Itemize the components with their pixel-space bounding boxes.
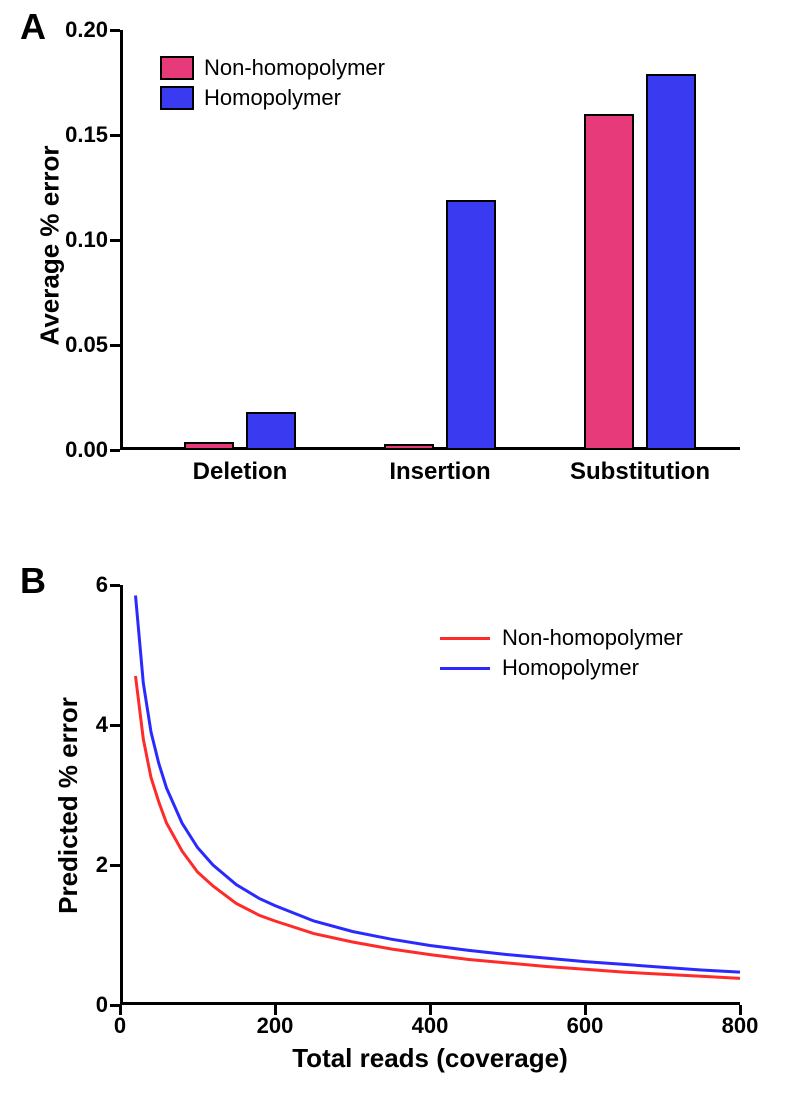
panel-a-label: A xyxy=(20,6,46,48)
legend-line-nonhomo xyxy=(440,637,490,640)
y-tick xyxy=(110,449,120,452)
y-tick xyxy=(110,864,120,867)
chart-b: Non-homopolymer Homopolymer Total reads … xyxy=(120,585,740,1005)
chart-a-legend: Non-homopolymer Homopolymer xyxy=(150,45,395,121)
y-tick xyxy=(110,29,120,32)
x-category-label: Insertion xyxy=(389,458,490,486)
x-category-label: Deletion xyxy=(193,458,288,486)
y-tick-label: 4 xyxy=(96,712,108,738)
y-tick-label: 6 xyxy=(96,572,108,598)
bar xyxy=(384,444,434,450)
y-tick-label: 0 xyxy=(96,992,108,1018)
legend-row: Non-homopolymer xyxy=(160,55,385,81)
y-tick xyxy=(110,344,120,347)
chart-a: DeletionInsertionSubstitution Non-homopo… xyxy=(120,30,740,450)
legend-swatch-homo xyxy=(160,86,194,110)
chart-b-xlabel: Total reads (coverage) xyxy=(120,1043,740,1074)
bar xyxy=(584,114,634,450)
y-tick-label: 0.10 xyxy=(65,227,108,253)
bar xyxy=(184,442,234,450)
y-tick-label: 2 xyxy=(96,852,108,878)
series-line xyxy=(136,676,741,978)
y-tick-label: 0.15 xyxy=(65,122,108,148)
legend-line-homo xyxy=(440,667,490,670)
legend-label: Non-homopolymer xyxy=(502,625,683,651)
x-tick-label: 0 xyxy=(114,1013,126,1039)
x-tick-label: 800 xyxy=(722,1013,759,1039)
legend-swatch-nonhomo xyxy=(160,56,194,80)
bar xyxy=(446,200,496,450)
chart-b-ylabel: Predicted % error xyxy=(53,697,84,914)
legend-row: Homopolymer xyxy=(440,655,683,681)
y-tick-label: 0.00 xyxy=(65,437,108,463)
legend-row: Non-homopolymer xyxy=(440,625,683,651)
panel-b-label: B xyxy=(20,560,46,602)
y-tick xyxy=(110,239,120,242)
y-tick xyxy=(110,584,120,587)
y-tick-label: 0.05 xyxy=(65,332,108,358)
x-tick-label: 200 xyxy=(257,1013,294,1039)
x-tick-label: 600 xyxy=(567,1013,604,1039)
bar xyxy=(246,412,296,450)
y-tick xyxy=(110,134,120,137)
x-tick-label: 400 xyxy=(412,1013,449,1039)
legend-label: Homopolymer xyxy=(502,655,639,681)
y-tick-label: 0.20 xyxy=(65,17,108,43)
y-tick xyxy=(110,724,120,727)
legend-label: Non-homopolymer xyxy=(204,55,385,81)
legend-row: Homopolymer xyxy=(160,85,385,111)
chart-b-legend: Non-homopolymer Homopolymer xyxy=(430,615,693,691)
bar xyxy=(646,74,696,450)
chart-a-ylabel: Average % error xyxy=(34,146,65,346)
x-category-label: Substitution xyxy=(570,458,710,486)
legend-label: Homopolymer xyxy=(204,85,341,111)
